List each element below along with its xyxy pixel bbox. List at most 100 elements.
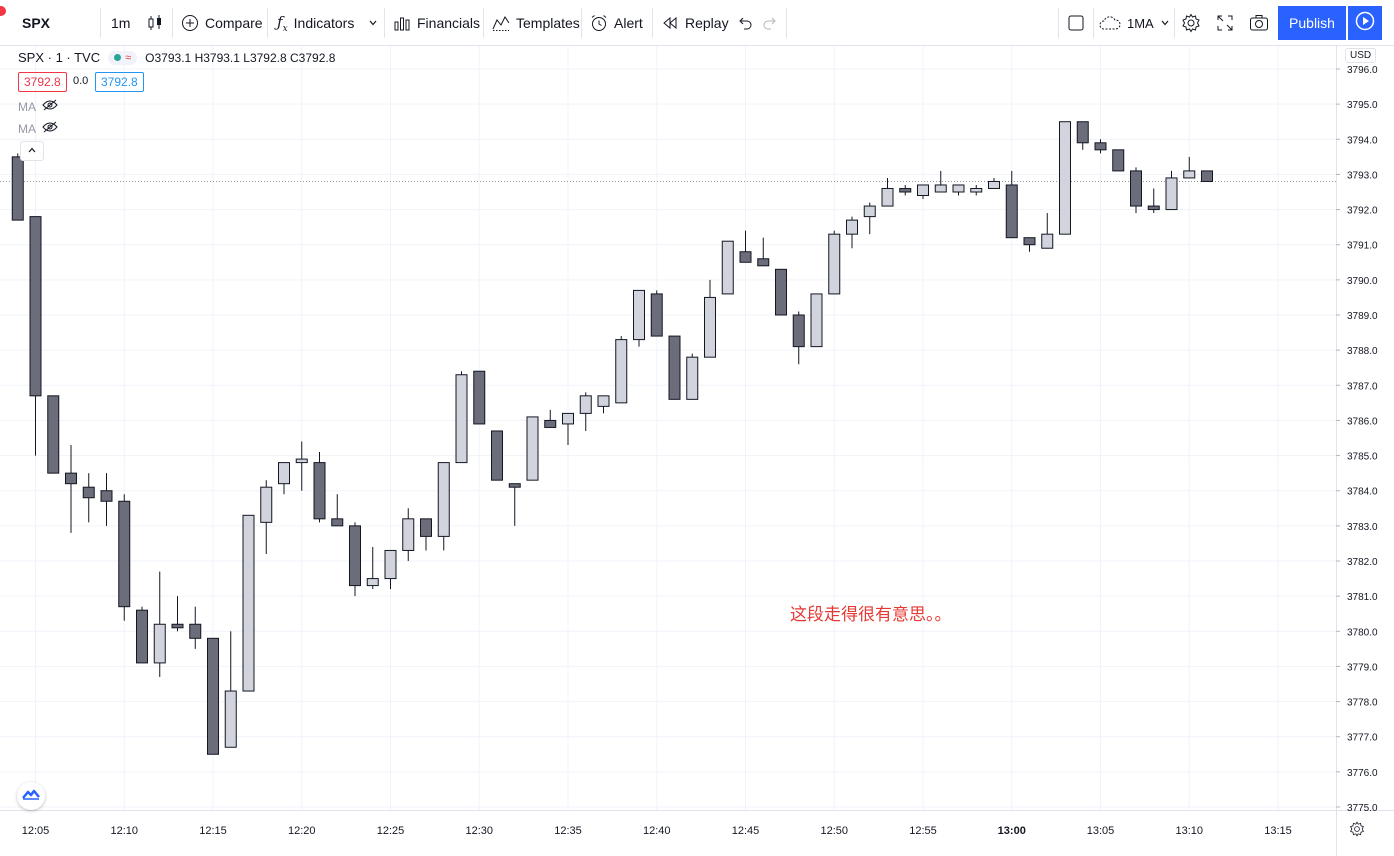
price-tick-label: 3777.0 — [1347, 733, 1378, 744]
fullscreen-button[interactable] — [1216, 0, 1234, 46]
layout-save-button[interactable]: 1MA — [1099, 0, 1170, 46]
time-tick-label: 12:55 — [909, 825, 937, 837]
replay-button[interactable]: Replay — [661, 0, 729, 46]
financials-label: Financials — [417, 15, 481, 31]
play-button[interactable] — [1348, 6, 1382, 40]
candle — [278, 462, 290, 495]
compare-button[interactable]: Compare — [181, 0, 263, 46]
candle — [846, 216, 858, 249]
indicators-button[interactable]: ƒx Indicators — [277, 0, 354, 46]
candle-body — [721, 240, 734, 295]
candle-body — [1041, 233, 1054, 249]
indicator-row-ma-1[interactable]: MA — [18, 99, 58, 114]
candles-icon — [146, 14, 164, 32]
fullscreen-icon — [1216, 14, 1234, 32]
candle-body — [1147, 205, 1160, 211]
candle-body — [917, 184, 929, 197]
time-tick-label: 12:15 — [199, 825, 227, 837]
layout-label: 1MA — [1127, 15, 1154, 31]
candle — [1201, 170, 1213, 182]
notification-dot — [0, 6, 6, 16]
candle-body — [1112, 149, 1125, 172]
candle-body — [1130, 170, 1142, 207]
candle-body — [544, 419, 557, 428]
legend-title[interactable]: SPX · 1 · TVC — [18, 50, 101, 65]
price-chart[interactable]: 3775.0 3776.0 3777.0 3778.0 3779.0 3780.0 3781… — [0, 46, 1394, 856]
price-tick-label: 3793.0 — [1347, 170, 1378, 181]
candle-body — [1005, 184, 1018, 239]
symbol-search-button[interactable]: SPX — [22, 0, 50, 46]
financials-button[interactable]: Financials — [393, 0, 480, 46]
settings-button[interactable] — [1181, 0, 1201, 46]
candle-body — [384, 549, 397, 580]
eye-hidden-icon[interactable] — [42, 99, 58, 114]
redo-icon — [762, 15, 778, 31]
redo-button[interactable] — [762, 0, 778, 46]
price-tick-label: 3782.0 — [1347, 557, 1378, 568]
indicator-row-ma-2[interactable]: MA — [18, 121, 58, 136]
chart-type-button[interactable] — [146, 0, 164, 46]
fx-icon: ƒx — [277, 12, 288, 34]
eye-hidden-icon[interactable] — [42, 121, 58, 136]
low-value: L3792.8 — [243, 50, 287, 65]
candle-body — [171, 623, 184, 629]
indicators-dropdown-button[interactable] — [368, 0, 378, 46]
chart-annotation-text[interactable]: 这段走得很有意思。。 — [790, 605, 952, 625]
candle-body — [1201, 170, 1213, 182]
cloud-icon — [1099, 15, 1121, 31]
candle — [260, 480, 273, 554]
candle-body — [29, 216, 42, 397]
interval-button[interactable]: 1m — [111, 0, 130, 46]
candle-series — [11, 121, 1213, 755]
candle — [1059, 121, 1071, 235]
time-tick-label: 13:00 — [998, 825, 1026, 837]
currency-label[interactable]: USD — [1345, 48, 1377, 63]
time-axis-settings-button[interactable] — [1349, 821, 1365, 842]
price-tick-label: 3788.0 — [1347, 346, 1378, 357]
time-tick-label: 12:40 — [643, 825, 671, 837]
gear-icon — [1349, 821, 1365, 841]
indicator-label: MA — [18, 121, 36, 136]
alert-label: Alert — [614, 15, 643, 31]
tradingview-logo[interactable] — [17, 782, 45, 810]
candle-body — [82, 486, 95, 499]
price-tick-label: 3794.0 — [1347, 135, 1378, 146]
select-layout-button[interactable] — [1067, 0, 1085, 46]
collapse-legend-button[interactable] — [20, 141, 44, 161]
candle — [686, 353, 699, 400]
candle — [863, 202, 876, 235]
price-axis-labels: 3775.0 3776.0 3777.0 3778.0 3779.0 3780.0 3781… — [1336, 65, 1378, 814]
templates-button[interactable]: Templates — [492, 0, 580, 46]
time-tick-label: 12:20 — [288, 825, 316, 837]
interval-label: 1m — [111, 15, 131, 31]
candle — [633, 289, 645, 347]
undo-button[interactable] — [737, 0, 753, 46]
ask-price-box[interactable]: 3792.8 — [95, 72, 144, 92]
candle-body — [47, 395, 60, 474]
candle — [917, 184, 929, 200]
time-axis-labels: 12:05 12:10 12:15 12:20 12:25 12:30 12:35 12:40… — [22, 825, 1292, 837]
candle-body — [455, 374, 468, 464]
publish-button[interactable]: Publish — [1278, 6, 1346, 40]
time-tick-label: 12:45 — [732, 825, 760, 837]
candle-body — [792, 314, 805, 348]
candle-body — [420, 518, 432, 537]
camera-icon — [1249, 14, 1269, 32]
bid-price-box[interactable]: 3792.8 — [18, 72, 67, 92]
time-tick-label: 12:30 — [465, 825, 493, 837]
candle — [11, 153, 24, 221]
snapshot-button[interactable] — [1249, 0, 1269, 46]
alert-button[interactable]: Alert — [590, 0, 643, 46]
candle-body — [863, 205, 876, 218]
market-status-badge[interactable]: ≈ — [108, 50, 138, 65]
candle — [508, 483, 521, 526]
candle-body — [633, 289, 645, 341]
candle-body — [1165, 177, 1178, 211]
price-tick-label: 3781.0 — [1347, 592, 1378, 603]
price-tick-label: 3778.0 — [1347, 698, 1378, 709]
ohlc-values: O3793.1 H3793.1 L3792.8 C3792.8 — [145, 51, 335, 65]
compare-label: Compare — [205, 15, 263, 31]
open-value: O3793.1 — [145, 50, 192, 65]
candle — [82, 473, 95, 523]
candle-body — [775, 268, 787, 316]
